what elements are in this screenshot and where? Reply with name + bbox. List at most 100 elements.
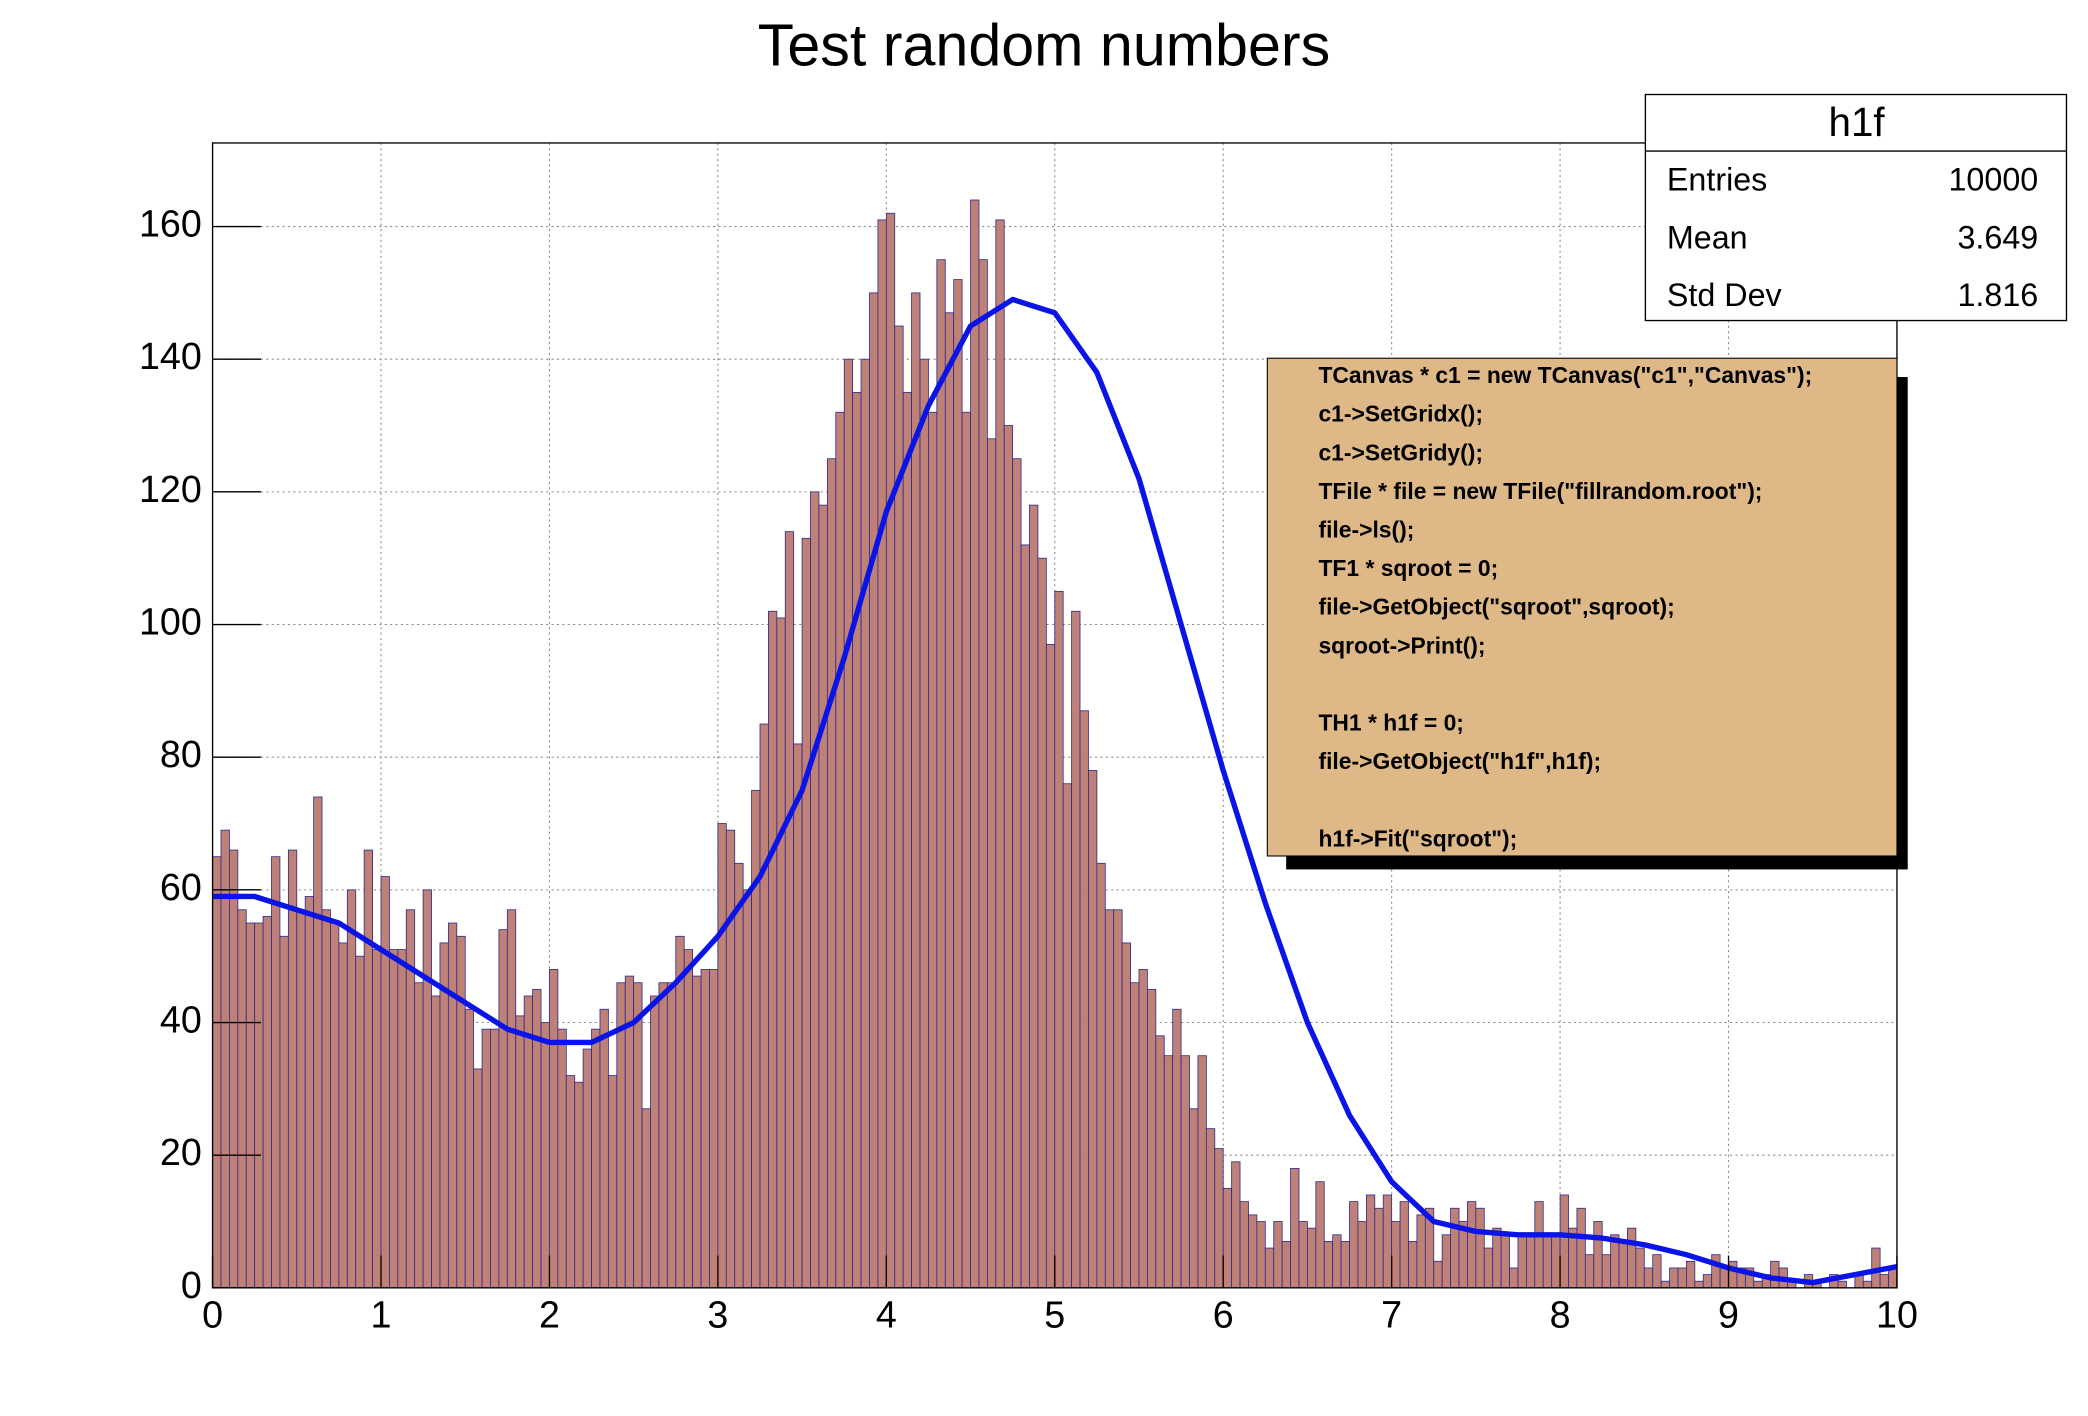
bar: [843, 358, 854, 1289]
x-tick-label: 9: [1718, 1293, 1739, 1335]
bar: [742, 889, 752, 1289]
y-tick-label: 20: [160, 1131, 202, 1173]
bar: [1475, 1207, 1485, 1289]
bar: [1483, 1247, 1494, 1289]
bar: [1222, 1187, 1233, 1289]
bar: [607, 1075, 618, 1289]
bar: [1559, 1194, 1569, 1289]
bar: [1290, 1168, 1300, 1289]
bar: [506, 909, 517, 1289]
bar: [355, 955, 365, 1289]
bar: [1248, 1214, 1258, 1289]
bar: [734, 862, 744, 1289]
bar: [1627, 1227, 1637, 1289]
bar: [1239, 1201, 1249, 1289]
stats-value: 10000: [1948, 161, 2038, 197]
bar: [414, 982, 424, 1289]
bar: [650, 995, 660, 1289]
bar: [1551, 1234, 1561, 1289]
bar: [574, 1081, 584, 1289]
bar: [1071, 610, 1081, 1289]
bar: [245, 922, 256, 1289]
y-tick-label: 60: [160, 866, 202, 908]
x-tick-label: 8: [1550, 1293, 1571, 1335]
bar: [515, 1015, 525, 1289]
bar: [835, 411, 845, 1289]
bar: [1500, 1234, 1510, 1289]
bar: [1492, 1227, 1502, 1289]
bar: [1879, 1274, 1889, 1289]
bar: [877, 219, 887, 1289]
stats-label: Mean: [1667, 219, 1748, 255]
bar: [1517, 1234, 1527, 1289]
bar: [397, 949, 407, 1289]
stats-label: Std Dev: [1667, 277, 1783, 313]
bar: [1542, 1234, 1553, 1289]
bar: [1214, 1148, 1224, 1289]
bar: [338, 942, 348, 1289]
bar: [768, 610, 778, 1289]
bar: [717, 823, 727, 1289]
stats-frame: [1644, 93, 2068, 322]
x-tick-label: 3: [707, 1293, 728, 1335]
bar: [456, 935, 466, 1289]
bar: [944, 312, 955, 1289]
bar: [304, 896, 315, 1289]
bar: [675, 935, 685, 1289]
bar: [1686, 1260, 1696, 1289]
bar: [1509, 1267, 1519, 1289]
bar: [1045, 644, 1056, 1289]
bar: [936, 259, 946, 1289]
stats-value: 3.649: [1957, 219, 2038, 255]
bar: [1273, 1221, 1283, 1289]
bar: [431, 995, 441, 1289]
bar: [784, 531, 795, 1289]
bar: [692, 975, 702, 1289]
bar: [557, 1028, 567, 1289]
bar: [439, 942, 449, 1289]
bar: [380, 876, 390, 1289]
bar: [1054, 590, 1064, 1289]
stats-value: 1.816: [1957, 277, 2038, 313]
bar: [1088, 770, 1098, 1289]
bar: [1096, 862, 1106, 1289]
bar: [1525, 1234, 1536, 1289]
x-tick-label: 4: [876, 1293, 897, 1335]
bar: [1172, 1008, 1182, 1289]
bar: [1037, 557, 1047, 1289]
bar: [995, 219, 1005, 1289]
bar: [928, 411, 938, 1289]
y-tick-label: 80: [160, 733, 202, 775]
code-frame: [1266, 357, 1898, 857]
bar: [818, 504, 828, 1289]
bar: [1281, 1241, 1291, 1289]
bar: [473, 1068, 483, 1289]
bar: [1593, 1221, 1603, 1289]
code-line: h1f->Fit("sqroot");: [1318, 825, 1517, 851]
bar: [1753, 1280, 1763, 1289]
bar: [346, 889, 357, 1289]
x-tick-label: 7: [1381, 1293, 1402, 1335]
code-line: sqroot->Print();: [1318, 632, 1485, 658]
bar: [1374, 1207, 1384, 1289]
code-line: TCanvas * c1 = new TCanvas("c1","Canvas"…: [1318, 362, 1812, 388]
bar: [810, 491, 820, 1289]
code-line: c1->SetGridy();: [1318, 439, 1483, 465]
bar: [1012, 458, 1022, 1289]
bar: [1062, 783, 1073, 1289]
bar: [1770, 1260, 1780, 1289]
bar: [1197, 1055, 1207, 1289]
bar: [1365, 1194, 1376, 1289]
bar: [725, 829, 736, 1289]
bar: [1677, 1267, 1687, 1289]
bar: [1138, 969, 1148, 1289]
bar: [1323, 1241, 1334, 1289]
bar: [498, 929, 508, 1289]
bar: [1231, 1161, 1241, 1289]
bar: [1652, 1254, 1662, 1289]
bar: [1408, 1241, 1418, 1289]
bar: [532, 988, 542, 1289]
bar: [1205, 1128, 1216, 1289]
code-line: TF1 * sqroot = 0;: [1318, 555, 1498, 581]
